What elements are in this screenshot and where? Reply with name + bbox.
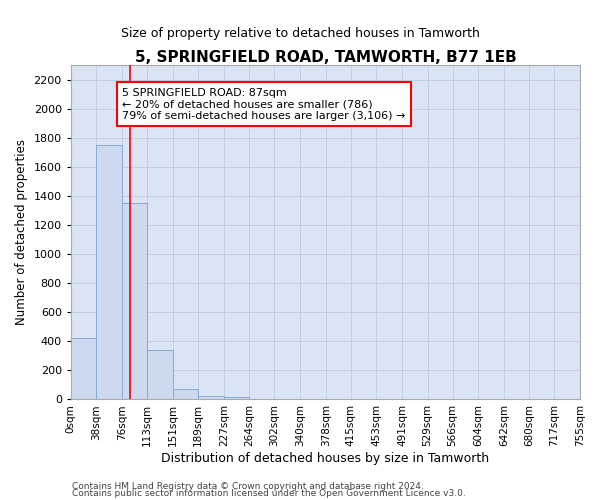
- X-axis label: Distribution of detached houses by size in Tamworth: Distribution of detached houses by size …: [161, 452, 490, 465]
- Bar: [173, 388, 198, 400]
- Bar: [71, 338, 97, 400]
- Text: 5 SPRINGFIELD ROAD: 87sqm
← 20% of detached houses are smaller (786)
79% of semi: 5 SPRINGFIELD ROAD: 87sqm ← 20% of detac…: [122, 88, 406, 120]
- Bar: [198, 396, 224, 400]
- Y-axis label: Number of detached properties: Number of detached properties: [15, 139, 28, 325]
- Text: Contains HM Land Registry data © Crown copyright and database right 2024.: Contains HM Land Registry data © Crown c…: [72, 482, 424, 491]
- Bar: [147, 350, 173, 400]
- Text: Contains public sector information licensed under the Open Government Licence v3: Contains public sector information licen…: [72, 489, 466, 498]
- Title: 5, SPRINGFIELD ROAD, TAMWORTH, B77 1EB: 5, SPRINGFIELD ROAD, TAMWORTH, B77 1EB: [134, 50, 516, 65]
- Text: Size of property relative to detached houses in Tamworth: Size of property relative to detached ho…: [121, 28, 479, 40]
- Bar: [224, 398, 249, 400]
- Bar: [97, 145, 122, 400]
- Bar: [122, 203, 147, 400]
